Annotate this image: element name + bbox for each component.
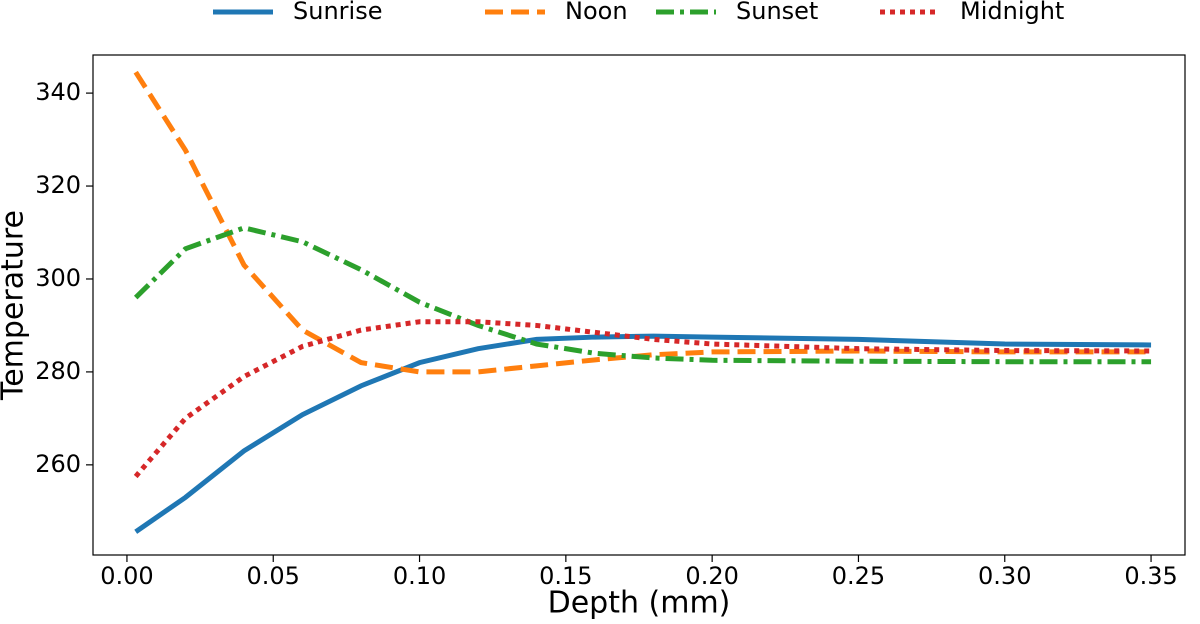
y-tick-label: 320 bbox=[35, 171, 81, 199]
legend-label: Sunrise bbox=[293, 0, 382, 25]
y-tick-label: 340 bbox=[35, 78, 81, 106]
legend-label: Noon bbox=[565, 0, 628, 25]
x-tick-label: 0.00 bbox=[100, 562, 153, 590]
legend-label: Sunset bbox=[736, 0, 818, 25]
legend-label: Midnight bbox=[960, 0, 1064, 25]
series-line bbox=[133, 225, 1152, 365]
y-axis-label: Temperature bbox=[0, 210, 31, 401]
y-tick-label: 300 bbox=[35, 264, 81, 292]
x-tick-label: 0.20 bbox=[685, 562, 738, 590]
series-line bbox=[133, 70, 1152, 375]
x-tick-label: 0.35 bbox=[1124, 562, 1177, 590]
y-tick-label: 280 bbox=[35, 357, 81, 385]
series-line bbox=[134, 333, 1152, 534]
x-tick-label: 0.10 bbox=[393, 562, 446, 590]
y-tick-label: 260 bbox=[35, 450, 81, 478]
series-line bbox=[133, 319, 1152, 479]
x-tick-label: 0.05 bbox=[247, 562, 300, 590]
x-tick-label: 0.30 bbox=[978, 562, 1031, 590]
x-tick-label: 0.15 bbox=[539, 562, 592, 590]
x-axis-label: Depth (mm) bbox=[548, 586, 731, 621]
plot-frame bbox=[92, 54, 1186, 556]
x-tick-label: 0.25 bbox=[832, 562, 885, 590]
